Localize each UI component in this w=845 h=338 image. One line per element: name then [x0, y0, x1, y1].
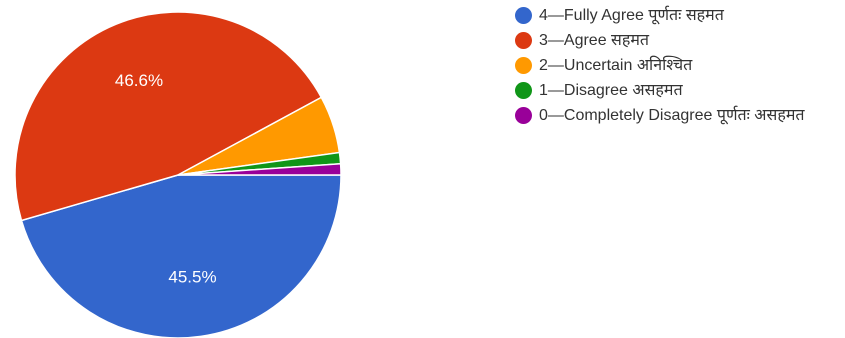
legend-swatch-1 — [515, 32, 532, 49]
legend-swatch-4 — [515, 107, 532, 124]
legend-item-1[interactable]: 3—Agree सहमत — [515, 31, 835, 50]
legend-swatch-3 — [515, 82, 532, 99]
legend-item-4[interactable]: 0—Completely Disagree पूर्णतः असहमत — [515, 106, 835, 125]
legend-label-3: 1—Disagree असहमत — [539, 82, 683, 99]
pie-plot-area: 45.5% 46.6% — [14, 11, 342, 338]
slice-data-label-0: 45.5% — [168, 268, 216, 287]
slice-data-label-1: 46.6% — [115, 71, 163, 90]
legend-item-3[interactable]: 1—Disagree असहमत — [515, 81, 835, 100]
pie-slice-1[interactable] — [14, 11, 323, 222]
pie-slice-4[interactable] — [177, 162, 342, 176]
legend-label-1: 3—Agree सहमत — [539, 32, 650, 49]
legend-label-4: 0—Completely Disagree पूर्णतः असहमत — [539, 107, 805, 124]
legend-label-2: 2—Uncertain अनिश्चित — [539, 57, 693, 74]
legend-item-0[interactable]: 4—Fully Agree पूर्णतः सहमत — [515, 6, 835, 25]
legend-item-2[interactable]: 2—Uncertain अनिश्चित — [515, 56, 835, 75]
legend-label-0: 4—Fully Agree पूर्णतः सहमत — [539, 7, 724, 24]
pie-slice-0[interactable] — [20, 174, 342, 338]
legend-swatch-0 — [515, 7, 532, 24]
legend: 4—Fully Agree पूर्णतः सहमत 3—Agree सहमत 2—… — [515, 6, 835, 131]
legend-swatch-2 — [515, 57, 532, 74]
